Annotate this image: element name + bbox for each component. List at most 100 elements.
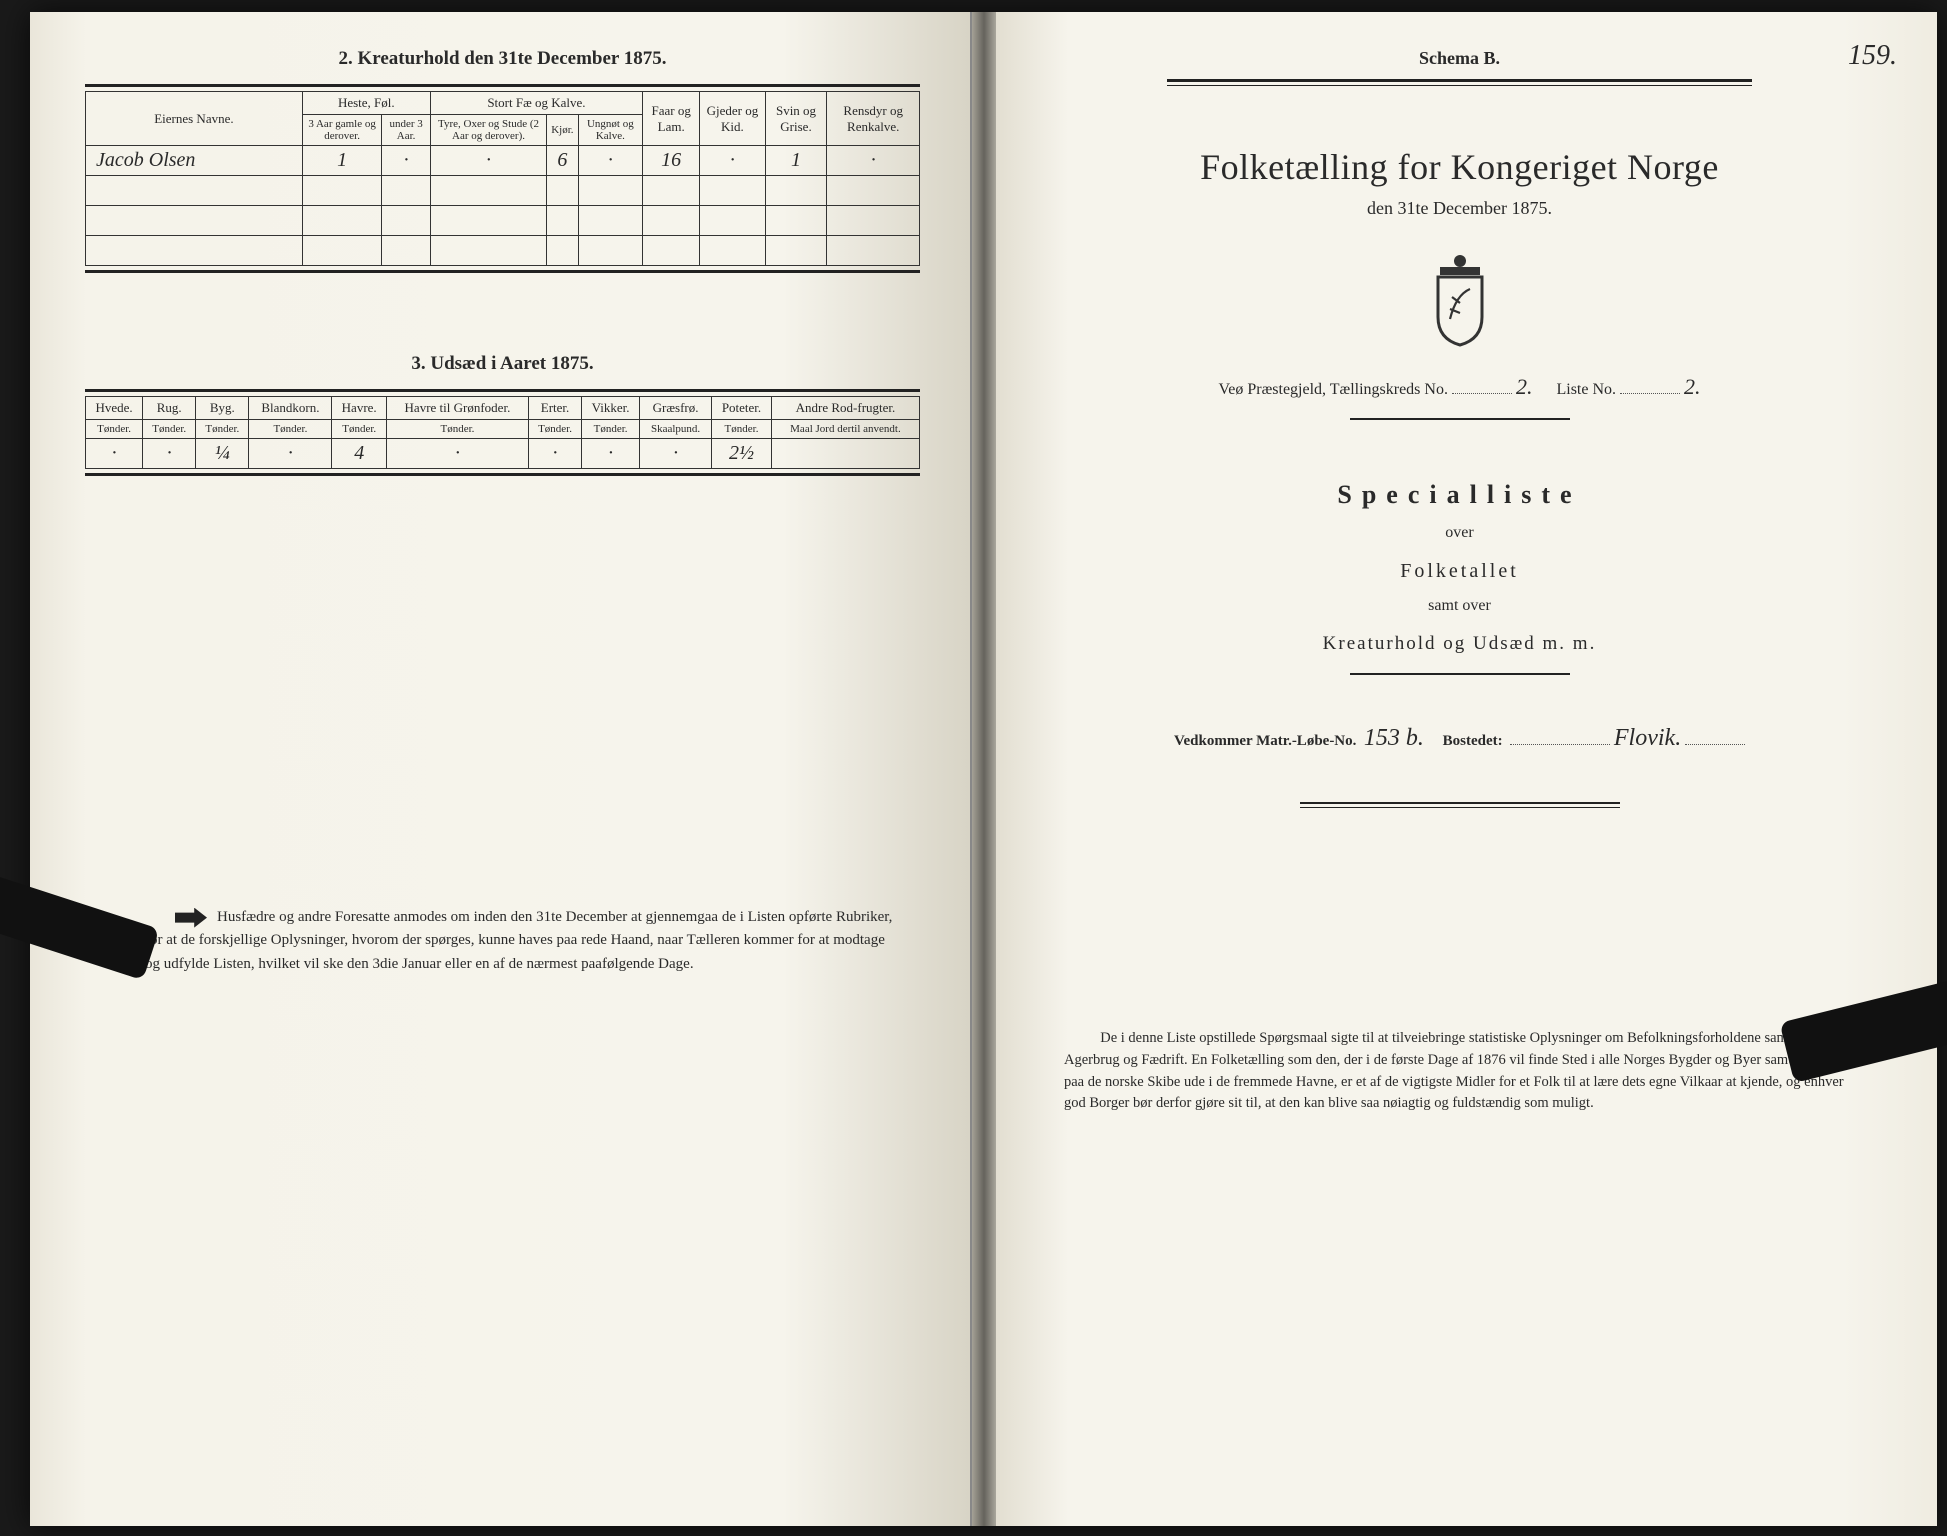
cell: · bbox=[578, 146, 643, 176]
census-date: den 31te December 1875. bbox=[1042, 198, 1877, 219]
col-unit: Tønder. bbox=[143, 420, 196, 439]
cell: 1 bbox=[302, 146, 382, 176]
page-number: 159. bbox=[1848, 40, 1897, 72]
cell-name: Jacob Olsen bbox=[86, 146, 303, 176]
cell: · bbox=[430, 146, 546, 176]
col-header: Poteter. bbox=[712, 397, 772, 420]
samt-over-label: samt over bbox=[1042, 597, 1877, 615]
col-heste2: under 3 Aar. bbox=[382, 115, 430, 146]
col-header: Erter. bbox=[528, 397, 581, 420]
footnote-text: Husfædre og andre Foresatte anmodes om i… bbox=[145, 909, 892, 972]
udsaed-table: Hvede.Rug.Byg.Blandkorn.Havre.Havre til … bbox=[85, 396, 920, 469]
rule bbox=[1167, 79, 1752, 82]
rule bbox=[1350, 673, 1570, 675]
table-row: Jacob Olsen 1 · · 6 · 16 · 1 · bbox=[86, 146, 920, 176]
cell: 4 bbox=[332, 439, 386, 469]
cell: · bbox=[700, 146, 765, 176]
rule bbox=[85, 270, 920, 273]
col-unit: Tønder. bbox=[86, 420, 143, 439]
col-header: Rug. bbox=[143, 397, 196, 420]
table-row bbox=[86, 236, 920, 266]
main-title: Folketælling for Kongeriget Norge bbox=[1042, 146, 1877, 188]
kreaturhold-table: Eiernes Navne. Heste, Føl. Stort Fæ og K… bbox=[85, 91, 920, 266]
cell: · bbox=[143, 439, 196, 469]
col-unit: Tønder. bbox=[386, 420, 528, 439]
col-unit: Tønder. bbox=[332, 420, 386, 439]
col-header: Blandkorn. bbox=[249, 397, 332, 420]
col-unit: Tønder. bbox=[528, 420, 581, 439]
rule bbox=[1167, 85, 1752, 86]
col-eier: Eiernes Navne. bbox=[86, 92, 303, 146]
liste-label: Liste No. bbox=[1556, 381, 1616, 398]
matr-line: Vedkommer Matr.-Løbe-No. 153 b. Bostedet… bbox=[1042, 725, 1877, 752]
rule bbox=[1300, 802, 1620, 804]
cell: · bbox=[827, 146, 920, 176]
section3-title: 3. Udsæd i Aaret 1875. bbox=[85, 353, 920, 375]
col-header: Havre til Grønfoder. bbox=[386, 397, 528, 420]
rule bbox=[85, 473, 920, 476]
kreaturhold-label: Kreaturhold og Udsæd m. m. bbox=[1042, 633, 1877, 655]
cell: 1 bbox=[765, 146, 827, 176]
col-faar: Faar og Lam. bbox=[643, 92, 700, 146]
folketallet-label: Folketallet bbox=[1042, 560, 1877, 583]
cell: · bbox=[249, 439, 332, 469]
cell: ¼ bbox=[196, 439, 249, 469]
schema-label: Schema B. bbox=[1042, 48, 1877, 69]
binder-clip bbox=[0, 873, 160, 980]
col-gjeder: Gjeder og Kid. bbox=[700, 92, 765, 146]
cell: 2½ bbox=[712, 439, 772, 469]
cell: · bbox=[86, 439, 143, 469]
cell: · bbox=[382, 146, 430, 176]
pointer-icon bbox=[175, 908, 207, 928]
liste-no: 2. bbox=[1684, 374, 1701, 399]
bostedet-value: Flovik. bbox=[1614, 725, 1681, 751]
col-rensdyr: Rensdyr og Renkalve. bbox=[827, 92, 920, 146]
district-prefix: Veø Præstegjeld, Tællingskreds No. bbox=[1218, 381, 1447, 398]
left-footnote: Husfædre og andre Foresatte anmodes om i… bbox=[85, 906, 920, 976]
specialliste-title: Specialliste bbox=[1042, 480, 1877, 510]
col-unit: Tønder. bbox=[249, 420, 332, 439]
col-stort1: Tyre, Oxer og Stude (2 Aar og derover). bbox=[430, 115, 546, 146]
cell bbox=[771, 439, 919, 469]
col-svin: Svin og Grise. bbox=[765, 92, 827, 146]
rule bbox=[1300, 807, 1620, 808]
col-heste: Heste, Føl. bbox=[302, 92, 430, 115]
cell: 6 bbox=[547, 146, 578, 176]
cell: · bbox=[528, 439, 581, 469]
matr-no: 153 b. bbox=[1364, 725, 1424, 751]
col-unit: Tønder. bbox=[712, 420, 772, 439]
col-stort2: Kjør. bbox=[547, 115, 578, 146]
col-header: Hvede. bbox=[86, 397, 143, 420]
table-row bbox=[86, 206, 920, 236]
rule bbox=[1350, 418, 1570, 420]
right-page: 159. Schema B. Folketælling for Kongerig… bbox=[972, 12, 1937, 1526]
matr-label: Vedkommer Matr.-Løbe-No. bbox=[1174, 733, 1356, 749]
district-no: 2. bbox=[1516, 374, 1533, 399]
col-header: Havre. bbox=[332, 397, 386, 420]
bostedet-label: Bostedet: bbox=[1443, 733, 1503, 749]
over-label: over bbox=[1042, 524, 1877, 542]
col-unit: Skaalpund. bbox=[640, 420, 712, 439]
table-row bbox=[86, 176, 920, 206]
rule bbox=[85, 389, 920, 392]
book-spine bbox=[972, 12, 996, 1526]
col-header: Byg. bbox=[196, 397, 249, 420]
col-stort3: Ungnøt og Kalve. bbox=[578, 115, 643, 146]
col-unit: Tønder. bbox=[582, 420, 640, 439]
col-header: Andre Rod-frugter. bbox=[771, 397, 919, 420]
col-stort: Stort Fæ og Kalve. bbox=[430, 92, 642, 115]
district-line: Veø Præstegjeld, Tællingskreds No. 2. Li… bbox=[1042, 374, 1877, 400]
cell: · bbox=[582, 439, 640, 469]
col-unit: Maal Jord dertil anvendt. bbox=[771, 420, 919, 439]
book-spread: 2. Kreaturhold den 31te December 1875. E… bbox=[30, 12, 1937, 1526]
cell: 16 bbox=[643, 146, 700, 176]
col-unit: Tønder. bbox=[196, 420, 249, 439]
right-footnote: De i denne Liste opstillede Spørgsmaal s… bbox=[1042, 1028, 1877, 1115]
col-heste1: 3 Aar gamle og derover. bbox=[302, 115, 382, 146]
cell: · bbox=[640, 439, 712, 469]
coat-of-arms-icon bbox=[1042, 249, 1877, 354]
col-header: Vikker. bbox=[582, 397, 640, 420]
cell: · bbox=[386, 439, 528, 469]
left-page: 2. Kreaturhold den 31te December 1875. E… bbox=[30, 12, 972, 1526]
rule bbox=[85, 84, 920, 87]
